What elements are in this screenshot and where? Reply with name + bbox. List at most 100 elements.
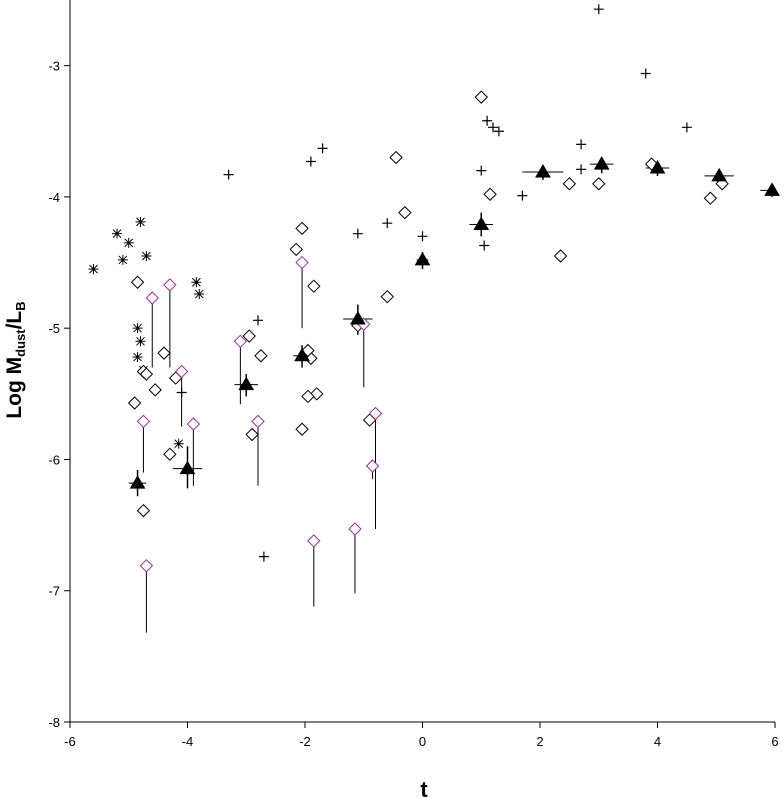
upper-limit-diamond-point [307, 534, 321, 548]
asterisk-point [141, 250, 152, 261]
asterisk-point [123, 237, 134, 248]
plus-point [258, 551, 269, 562]
triangle-point [473, 216, 490, 230]
upper-limit-diamond-point [136, 414, 151, 429]
diamond-point [245, 427, 259, 442]
diamond-point [474, 90, 488, 104]
upper-limit-diamond-point [295, 255, 309, 270]
plus-point [479, 240, 490, 251]
data-marks [88, 4, 780, 573]
plus-point [352, 228, 363, 239]
x-axis-title: t [420, 777, 428, 798]
diamond-point [553, 249, 568, 263]
diamond-point [398, 205, 412, 220]
y-axis-title-mid: /L [3, 311, 26, 330]
triangle-point [711, 167, 728, 182]
upper-limit-diamond-point [251, 414, 265, 429]
asterisk-point [191, 277, 202, 288]
diamond-point [592, 177, 606, 191]
diamond-point [130, 275, 145, 289]
diamond-point [163, 447, 177, 461]
triangle-point [294, 347, 310, 362]
x-tick-label: -4 [182, 734, 194, 749]
y-axis-title-sub1: dust [13, 329, 28, 357]
upper-limit-diamond-point [145, 291, 159, 305]
upper-limit-diamond-point [139, 559, 154, 573]
plus-point [417, 231, 428, 242]
upper-limit-diamond-point [186, 417, 201, 431]
asterisk-point [173, 438, 184, 449]
y-tick-label: -8 [48, 715, 60, 730]
plus-point [253, 315, 263, 326]
upper-limit-diamond-point [348, 522, 362, 536]
plus-point [317, 143, 328, 154]
y-axis-title-main: Log M [3, 357, 26, 419]
asterisk-point [112, 228, 122, 239]
plus-point [576, 164, 587, 175]
plus-point [176, 387, 187, 398]
upper-limit-diamond-point [174, 364, 189, 379]
upper-limit-diamond-point [233, 334, 248, 349]
x-tick-label: 2 [536, 734, 543, 749]
x-tick-label: 6 [771, 734, 778, 749]
asterisk-point [132, 323, 143, 334]
diamond-point [157, 346, 171, 360]
triangle-point [238, 376, 255, 391]
triangle-point [764, 182, 780, 196]
triangle-point [414, 251, 431, 266]
upper-limit-diamond-point [163, 278, 177, 292]
triangle-point [350, 311, 366, 325]
diamond-point [289, 242, 303, 257]
diamond-point [562, 177, 577, 191]
plus-point [476, 165, 487, 176]
error-bars [128, 157, 775, 633]
plus-point [576, 139, 587, 150]
y-axis-title-sub2: B [13, 301, 28, 310]
asterisk-point [117, 254, 128, 265]
diamond-point [139, 367, 154, 381]
diamond-point [254, 349, 268, 363]
y-tick-label: -5 [48, 321, 60, 336]
diamond-point [136, 503, 151, 518]
diamond-point [380, 289, 394, 304]
plus-point [640, 68, 651, 79]
asterisk-point [194, 289, 205, 300]
y-tick-label: -6 [48, 452, 60, 467]
plus-point [517, 190, 528, 201]
axes: -6 -4 -2 0 2 4 6 -8 -7 -6 -5 -4 -3 [48, 0, 779, 749]
diamond-point [301, 389, 315, 404]
plus-point [382, 218, 393, 229]
upper-limit-diamond-point [365, 459, 380, 473]
x-tick-label: -6 [64, 734, 76, 749]
diamond-point [148, 383, 162, 397]
plus-point [593, 4, 604, 15]
diamond-point [242, 329, 256, 343]
upper-limit-diamond-point [368, 406, 383, 421]
y-axis-title: Log Mdust/LB [3, 301, 28, 418]
x-tick-label: 0 [419, 734, 426, 749]
diamond-point [295, 422, 309, 436]
asterisk-point [132, 352, 143, 363]
diamond-point [295, 221, 309, 236]
asterisk-point [135, 336, 146, 347]
plus-point [488, 122, 498, 133]
triangle-point [535, 163, 551, 178]
x-tick-label: 4 [654, 734, 661, 749]
diamond-point [703, 191, 718, 205]
plus-point [493, 126, 504, 137]
diamond-point [389, 150, 403, 165]
plus-point [681, 122, 692, 133]
y-tick-label: -3 [48, 59, 60, 74]
plus-point [223, 169, 234, 180]
diamond-point [307, 279, 321, 293]
diamond-point [127, 396, 142, 410]
asterisk-point [88, 264, 99, 275]
plus-point [482, 115, 493, 126]
triangle-point [129, 475, 146, 489]
diamond-point [483, 187, 497, 201]
y-tick-label: -4 [48, 190, 60, 205]
plus-point [305, 156, 316, 167]
asterisk-point [135, 216, 146, 227]
triangle-point [593, 156, 610, 170]
